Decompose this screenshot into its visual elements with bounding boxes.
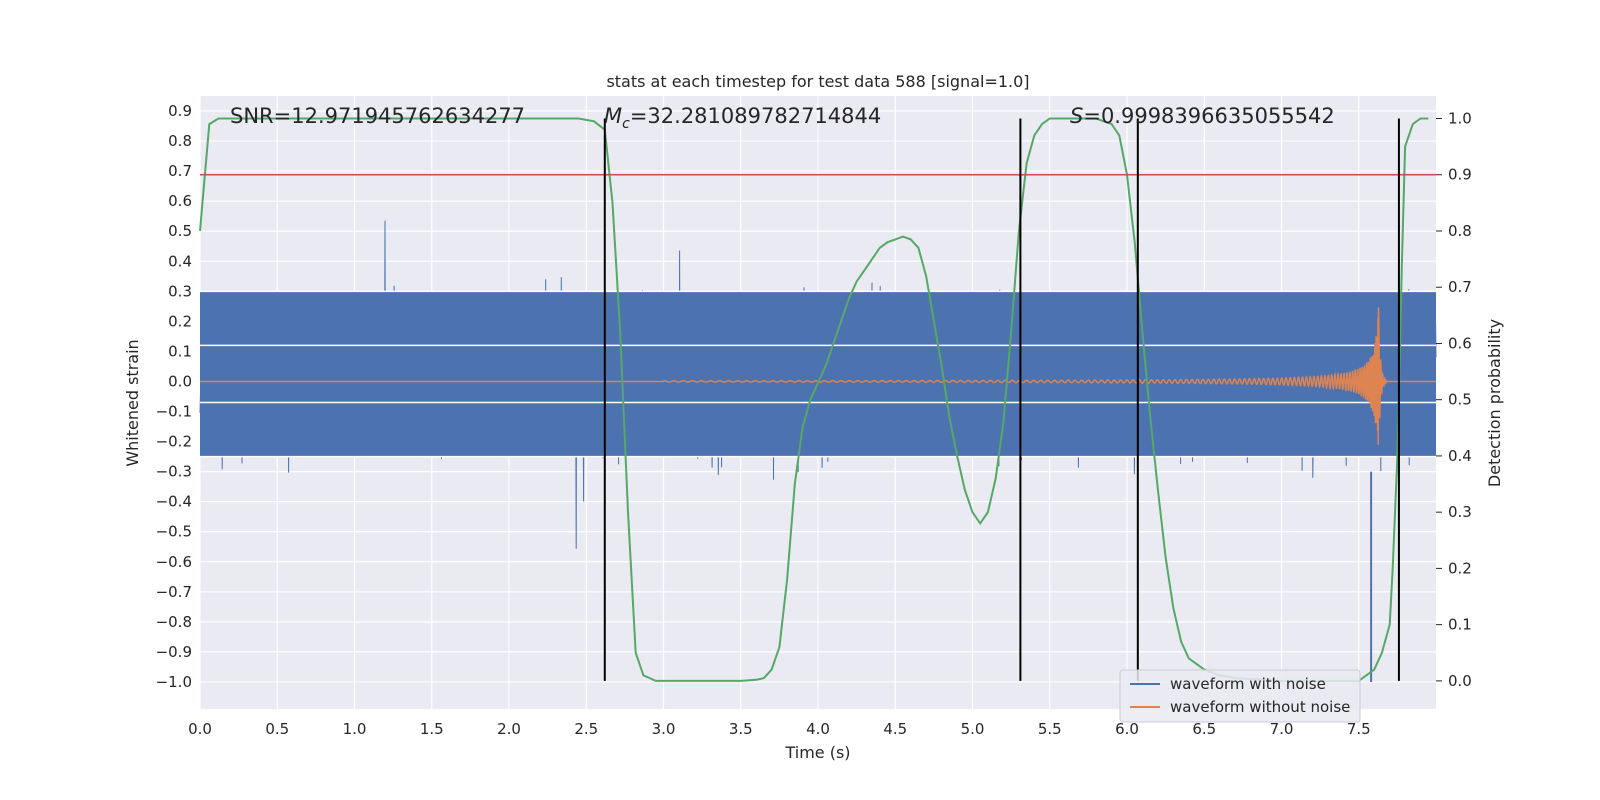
y-right-tick-label: 0.9 — [1448, 166, 1472, 184]
x-tick-label: 4.0 — [806, 720, 830, 738]
x-tick-label: 0.0 — [188, 720, 212, 738]
x-tick-label: 0.5 — [265, 720, 289, 738]
y-tick-label: −0.9 — [156, 643, 192, 661]
mc-value: =32.281089782714844 — [630, 104, 881, 128]
x-ticks: 0.0 0.5 1.0 1.5 2.0 2.5 3.0 3.5 4.0 4.5 5.0 5.5 6.0 6… — [188, 720, 1371, 738]
y-tick-label: 0.0 — [168, 372, 192, 390]
chart-title: stats at each timestep for test data 588… — [606, 72, 1029, 91]
mc-subscript: c — [622, 116, 630, 132]
white-lines — [200, 290, 1436, 458]
y-tick-label: 0.2 — [168, 312, 192, 330]
y-right-tick-label: 0.3 — [1448, 503, 1472, 521]
x-tick-label: 7.0 — [1270, 720, 1294, 738]
legend-label-noise: waveform with noise — [1170, 675, 1326, 693]
x-axis-label: Time (s) — [784, 743, 850, 762]
y-right-tick-label: 0.5 — [1448, 391, 1472, 409]
y-tick-label: −0.6 — [156, 553, 192, 571]
y-tick-label: 0.6 — [168, 192, 192, 210]
y-right-tick-label: 0.4 — [1448, 447, 1472, 465]
y-tick-label: −0.1 — [156, 403, 192, 421]
y-tick-label: −0.3 — [156, 463, 192, 481]
snr-annotation: SNR=12.971945762634277 — [230, 104, 525, 128]
y-tick-label: 0.3 — [168, 282, 192, 300]
legend-box — [1119, 669, 1361, 723]
x-tick-label: 2.5 — [574, 720, 598, 738]
y-tick-label: −0.7 — [156, 583, 192, 601]
mc-annotation: Mc=32.281089782714844 — [604, 104, 881, 132]
s-annotation: S=0.9998396635055542 — [1070, 104, 1335, 128]
y-tick-label: 0.7 — [168, 162, 192, 180]
y-right-tick-label: 1.0 — [1448, 109, 1472, 127]
y-tick-label: −0.5 — [156, 523, 192, 541]
y-right-tick-label: 0.7 — [1448, 278, 1472, 296]
vertical-markers — [603, 118, 1400, 681]
x-tick-label: 6.5 — [1192, 720, 1216, 738]
y-tick-label: −0.8 — [156, 613, 192, 631]
x-tick-label: 6.0 — [1115, 720, 1139, 738]
x-tick-label: 5.0 — [961, 720, 985, 738]
x-tick-label: 7.5 — [1347, 720, 1371, 738]
s-prefix: S — [1070, 104, 1083, 128]
x-tick-label: 1.5 — [420, 720, 444, 738]
y-tick-label: 0.1 — [168, 342, 192, 360]
mc-prefix: M — [604, 104, 622, 128]
x-tick-label: 1.0 — [343, 720, 367, 738]
y-tick-label: 0.5 — [168, 222, 192, 240]
y-tick-label: 0.4 — [168, 252, 192, 270]
legend-label-clean: waveform without noise — [1170, 698, 1350, 716]
y-right-tick-label: 0.1 — [1448, 616, 1472, 634]
noise-series — [199, 220, 1437, 682]
x-tick-label: 5.5 — [1038, 720, 1062, 738]
x-tick-label: 3.0 — [652, 720, 676, 738]
noise-core-band — [200, 291, 1436, 457]
y-ticks-right: 1.0 0.9 0.8 0.7 0.6 0.5 0.4 0.3 0.2 0.1 0.0 — [1436, 109, 1472, 690]
y-tick-label: −0.2 — [156, 433, 192, 451]
y-ticks: 0.9 0.8 0.7 0.6 0.5 0.4 0.3 0.2 0.1 0.0 −0.1 −0.2 −0… — [156, 102, 192, 691]
y-tick-label: 0.8 — [168, 132, 192, 150]
x-tick-label: 3.5 — [729, 720, 753, 738]
x-tick-label: 2.0 — [497, 720, 521, 738]
x-tick-label: 4.5 — [883, 720, 907, 738]
y-right-tick-label: 0.2 — [1448, 559, 1472, 577]
y-right-tick-label: 0.0 — [1448, 672, 1472, 690]
y-right-tick-label: 0.6 — [1448, 334, 1472, 352]
y-right-tick-label: 0.8 — [1448, 222, 1472, 240]
y-tick-label: 0.9 — [168, 102, 192, 120]
s-value: =0.9998396635055542 — [1083, 104, 1334, 128]
y-tick-label: −0.4 — [156, 493, 192, 511]
y-axis-label-right: Detection probability — [1485, 319, 1504, 487]
y-tick-label: −1.0 — [156, 673, 192, 691]
legend: waveform with noise waveform without noi… — [1119, 669, 1361, 723]
y-axis-label: Whitened strain — [123, 339, 142, 466]
